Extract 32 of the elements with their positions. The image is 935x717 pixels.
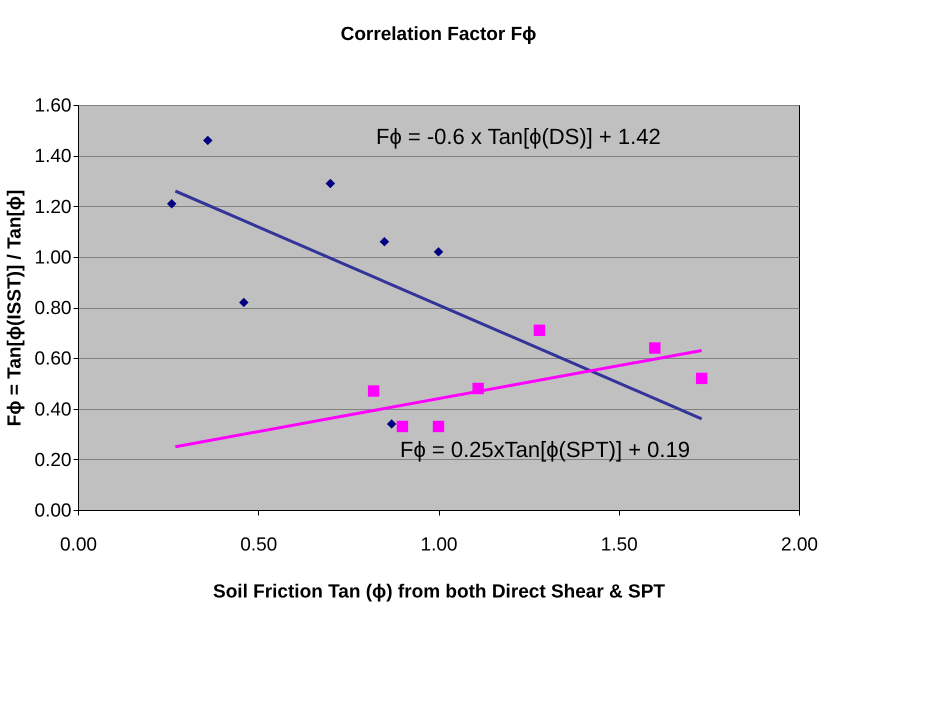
point [368,385,380,397]
x-tick-label: 1.00 [420,534,458,556]
point [380,236,390,246]
x-tick-label: 0.50 [240,534,278,556]
y-tick-label: 1.60 [34,96,72,116]
x-tick-label: 2.00 [781,534,818,556]
point [696,372,708,384]
y-tick-label: 1.40 [34,146,72,168]
point [386,419,396,429]
y-tick-label: 1.00 [34,247,72,268]
annotation: Fϕ = 0.25xTan[ϕ(SPT)] + 0.19 [400,437,690,462]
y-tick-label: 1.20 [34,196,72,218]
annotation: Fϕ = -0.6 x Tan[ϕ(DS)] + 1.42 [376,124,661,149]
x-axis-title: Soil Friction Tan (ϕ) from both Direct Shear & SPT [213,582,666,602]
point [203,136,213,146]
point [166,198,176,208]
y-tick-label: 0.80 [34,298,72,319]
y-tick-label: 0.00 [34,500,72,522]
x-tick-label: 0.00 [60,534,97,556]
point [432,420,444,432]
x-tick-label: 1.50 [600,534,638,556]
chart-title: Correlation Factor Fϕ [340,24,536,45]
point [534,324,546,336]
point [434,247,444,257]
y-tick-label: 0.60 [34,348,72,370]
point [396,420,408,432]
point [649,342,660,354]
point [326,178,336,188]
point [239,298,249,308]
y-tick-label: 0.20 [34,450,72,471]
y-axis-title: Fϕ = Tan[ϕ(ISST)] / Tan[ϕ] [4,190,26,426]
y-tick-label: 0.40 [34,399,72,420]
